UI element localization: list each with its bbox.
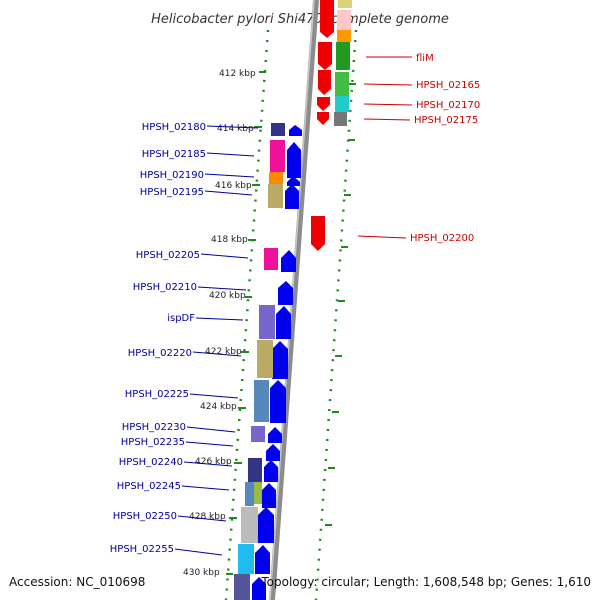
gene-label-left: HPSH_02220 — [128, 348, 192, 359]
topology-text: Topology: circular; Length: 1,608,548 bp… — [260, 575, 591, 589]
forward-strand-genes — [252, 125, 302, 600]
forward-gene-arrow — [272, 341, 288, 379]
forward-gene-arrow — [268, 427, 282, 443]
ruler-ticks — [226, 71, 356, 575]
kbp-label: 430 kbp — [183, 568, 220, 578]
forward-gene-arrow — [255, 545, 270, 574]
gene-label-left: HPSH_02205 — [136, 250, 200, 261]
forward-gene-arrow — [287, 142, 301, 178]
kbp-labels: 412 kbp 414 kbp 416 kbp 418 kbp 420 kbp … — [183, 69, 256, 578]
gene-label-right: HPSH_02200 — [410, 233, 474, 244]
kbp-label: 422 kbp — [205, 347, 242, 357]
gene-label-left: HPSH_02190 — [140, 170, 204, 181]
outer-color-track — [334, 0, 352, 126]
forward-gene-arrow — [285, 184, 299, 209]
reverse-gene-arrow — [318, 70, 331, 95]
gene-label-right: fliM — [416, 53, 434, 64]
reverse-gene-arrow — [311, 216, 325, 251]
gene-label-right: HPSH_02175 — [414, 115, 478, 126]
reverse-gene-arrow — [317, 97, 330, 111]
gene-label-left: HPSH_02210 — [133, 282, 197, 293]
kbp-label: 418 kbp — [211, 235, 248, 245]
gene-label-left: HPSH_02195 — [140, 187, 204, 198]
forward-gene-arrow — [270, 380, 286, 423]
forward-gene-arrow — [252, 577, 266, 600]
gene-label-left: ispDF — [167, 313, 195, 324]
kbp-label: 412 kbp — [219, 69, 256, 79]
gene-label-left: HPSH_02230 — [122, 422, 186, 433]
gene-label-left: HPSH_02245 — [117, 481, 181, 492]
right-gene-labels: fliM HPSH_02165 HPSH_02170 HPSH_02175 HP… — [357, 53, 480, 244]
genome-backbone — [269, 0, 319, 600]
map-title: Helicobacter pylori Shi470, complete gen… — [151, 12, 449, 27]
forward-gene-arrow — [262, 483, 276, 508]
forward-gene-arrow — [258, 507, 274, 543]
forward-gene-arrow — [276, 306, 291, 339]
forward-gene-arrow — [264, 460, 278, 482]
gene-label-left: HPSH_02225 — [125, 389, 189, 400]
forward-gene-arrow — [266, 444, 280, 461]
gene-label-right: HPSH_02170 — [416, 100, 480, 111]
gene-label-left: HPSH_02180 — [142, 122, 206, 133]
accession-text: Accession: NC_010698 — [9, 575, 145, 589]
reverse-gene-arrow — [318, 42, 332, 70]
gene-label-left: HPSH_02235 — [121, 437, 185, 448]
reverse-strand-genes — [311, 0, 334, 251]
reverse-gene-arrow — [317, 112, 329, 125]
inner-color-track — [234, 123, 285, 600]
kbp-label: 424 kbp — [200, 402, 237, 412]
kbp-label: 416 kbp — [215, 181, 252, 191]
kbp-label: 428 kbp — [189, 512, 226, 522]
gene-label-left: HPSH_02240 — [119, 457, 183, 468]
gene-label-left: HPSH_02185 — [142, 149, 206, 160]
left-gene-labels: HPSH_02180 HPSH_02185 HPSH_02190 HPSH_02… — [110, 122, 259, 556]
gene-label-right: HPSH_02165 — [416, 80, 480, 91]
kbp-label: 414 kbp — [217, 124, 254, 134]
forward-gene-arrow — [287, 176, 300, 186]
gene-label-left: HPSH_02255 — [110, 544, 174, 555]
forward-gene-arrow — [281, 250, 296, 272]
kbp-label: 420 kbp — [209, 291, 246, 301]
kbp-label: 426 kbp — [195, 457, 232, 467]
forward-gene-arrow — [289, 125, 302, 136]
gene-label-left: HPSH_02250 — [113, 511, 177, 522]
forward-gene-arrow — [278, 281, 293, 305]
reverse-gene-arrow — [320, 0, 334, 38]
